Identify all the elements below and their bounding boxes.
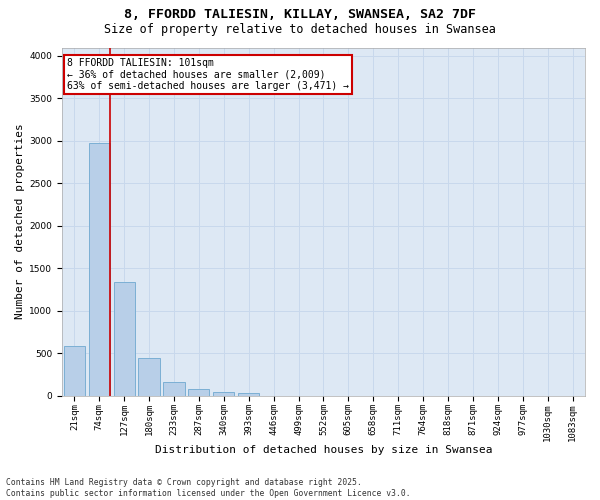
Y-axis label: Number of detached properties: Number of detached properties bbox=[15, 124, 25, 320]
Bar bbox=[163, 382, 185, 396]
Text: 8, FFORDD TALIESIN, KILLAY, SWANSEA, SA2 7DF: 8, FFORDD TALIESIN, KILLAY, SWANSEA, SA2… bbox=[124, 8, 476, 20]
Bar bbox=[188, 389, 209, 396]
Bar bbox=[139, 358, 160, 396]
X-axis label: Distribution of detached houses by size in Swansea: Distribution of detached houses by size … bbox=[155, 445, 492, 455]
Bar bbox=[213, 392, 235, 396]
Text: Contains HM Land Registry data © Crown copyright and database right 2025.
Contai: Contains HM Land Registry data © Crown c… bbox=[6, 478, 410, 498]
Bar bbox=[238, 393, 259, 396]
Bar bbox=[64, 346, 85, 396]
Bar bbox=[113, 282, 135, 396]
Text: 8 FFORDD TALIESIN: 101sqm
← 36% of detached houses are smaller (2,009)
63% of se: 8 FFORDD TALIESIN: 101sqm ← 36% of detac… bbox=[67, 58, 349, 91]
Text: Size of property relative to detached houses in Swansea: Size of property relative to detached ho… bbox=[104, 22, 496, 36]
Bar bbox=[89, 144, 110, 396]
